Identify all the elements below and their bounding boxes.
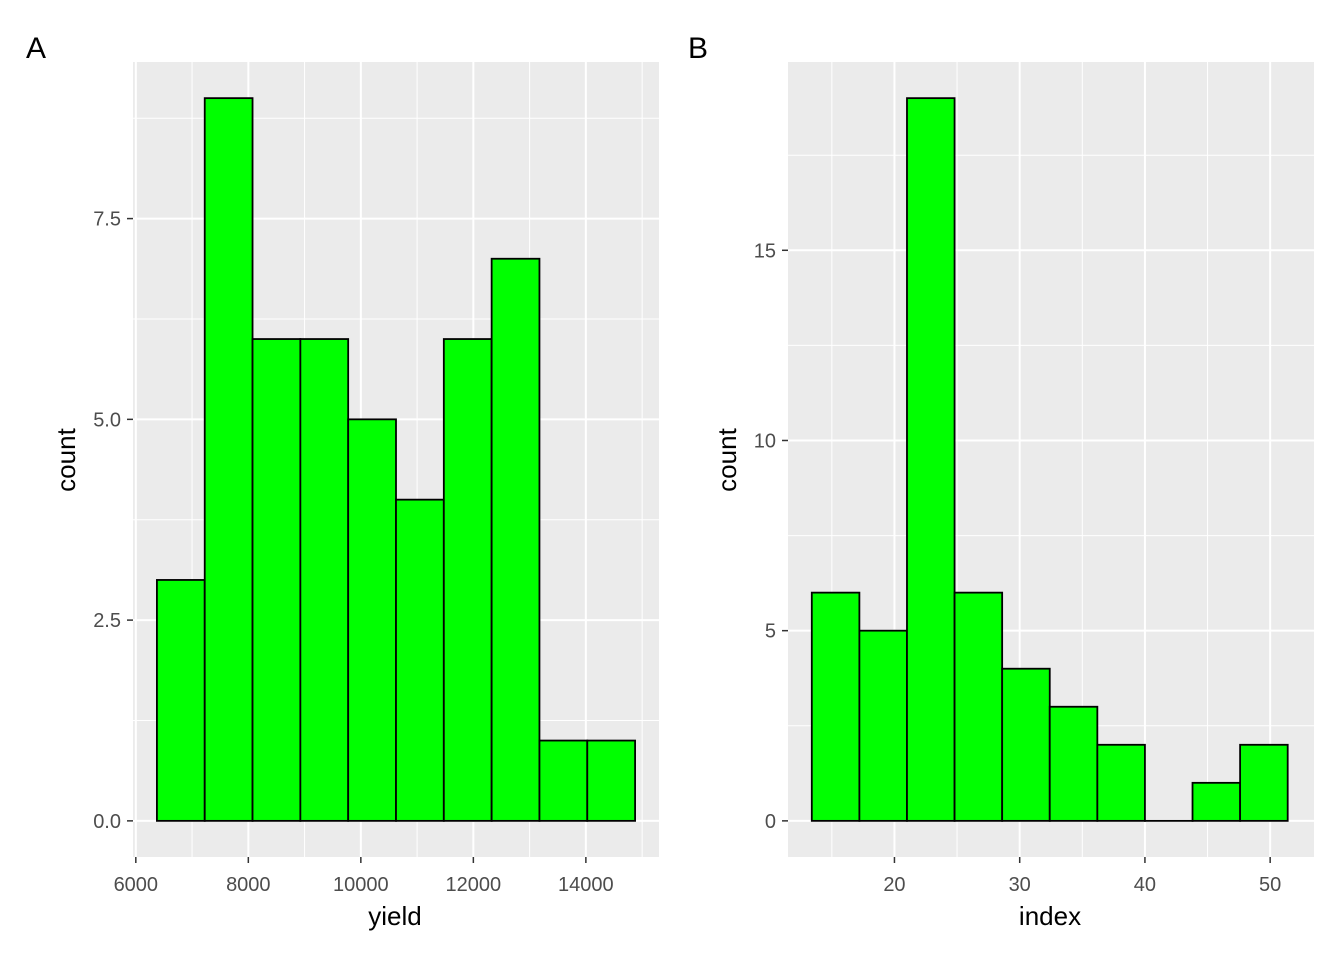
x-axis-a: 6000 8000 10000 12000 14000: [114, 857, 614, 896]
x-axis-title-a: yield: [368, 901, 421, 931]
x-tick-label: 14000: [558, 874, 614, 896]
histogram-bar: [442, 338, 493, 822]
x-tick-label: 12000: [446, 874, 502, 896]
histogram-bar: [1001, 667, 1051, 822]
y-tick-label: 10: [754, 430, 776, 452]
x-axis-b: 20 30 40 50: [883, 857, 1281, 896]
x-tick-label: 6000: [114, 874, 159, 896]
histogram-bar: [203, 97, 254, 822]
y-tick-label: 5.0: [93, 409, 121, 431]
histogram-bar: [538, 739, 589, 822]
histogram-bar: [299, 338, 350, 822]
panel-a: A 0.0 2.5 5.0 7.5 6000 8000 10000 12000 14000 y…: [26, 32, 659, 931]
histogram-bar: [906, 97, 956, 822]
histogram-bar: [858, 629, 908, 822]
y-tick-label: 5: [765, 621, 776, 643]
y-tick-label: 7.5: [93, 209, 121, 231]
histogram-bar: [1191, 781, 1242, 822]
histogram-bar: [586, 739, 636, 822]
x-axis-title-b: index: [1019, 901, 1081, 931]
histogram-bar: [156, 579, 206, 822]
x-tick-label: 50: [1259, 874, 1281, 896]
histogram-bar: [251, 338, 302, 822]
x-tick-label: 20: [883, 874, 905, 896]
histogram-bar: [347, 418, 397, 822]
x-tick-label: 40: [1134, 874, 1156, 896]
y-axis-title-a: count: [51, 427, 81, 491]
x-tick-label: 30: [1009, 874, 1031, 896]
histogram-bar: [395, 498, 445, 822]
x-tick-label: 10000: [333, 874, 389, 896]
panel-b-label: B: [688, 32, 708, 65]
bars-b: [810, 97, 1289, 822]
histogram-bar: [810, 591, 861, 822]
histogram-bar: [490, 257, 541, 822]
y-axis-b: 0 5 10 15: [754, 240, 788, 833]
y-axis-a: 0.0 2.5 5.0 7.5: [93, 209, 133, 833]
y-tick-label: 15: [754, 240, 776, 262]
panel-a-label: A: [26, 32, 46, 65]
histogram-bar: [953, 591, 1004, 822]
histogram-bar: [1239, 743, 1289, 822]
panel-b: B 0 5 10 15 20 30 40 50 index count: [688, 32, 1314, 931]
histogram-bar: [1048, 705, 1099, 822]
y-tick-label: 2.5: [93, 610, 121, 632]
histogram-bar: [1096, 743, 1146, 822]
bars-a: [156, 97, 636, 822]
y-tick-label: 0: [765, 811, 776, 833]
y-tick-label: 0.0: [93, 811, 121, 833]
y-axis-title-b: count: [712, 427, 742, 491]
x-tick-label: 8000: [226, 874, 271, 896]
